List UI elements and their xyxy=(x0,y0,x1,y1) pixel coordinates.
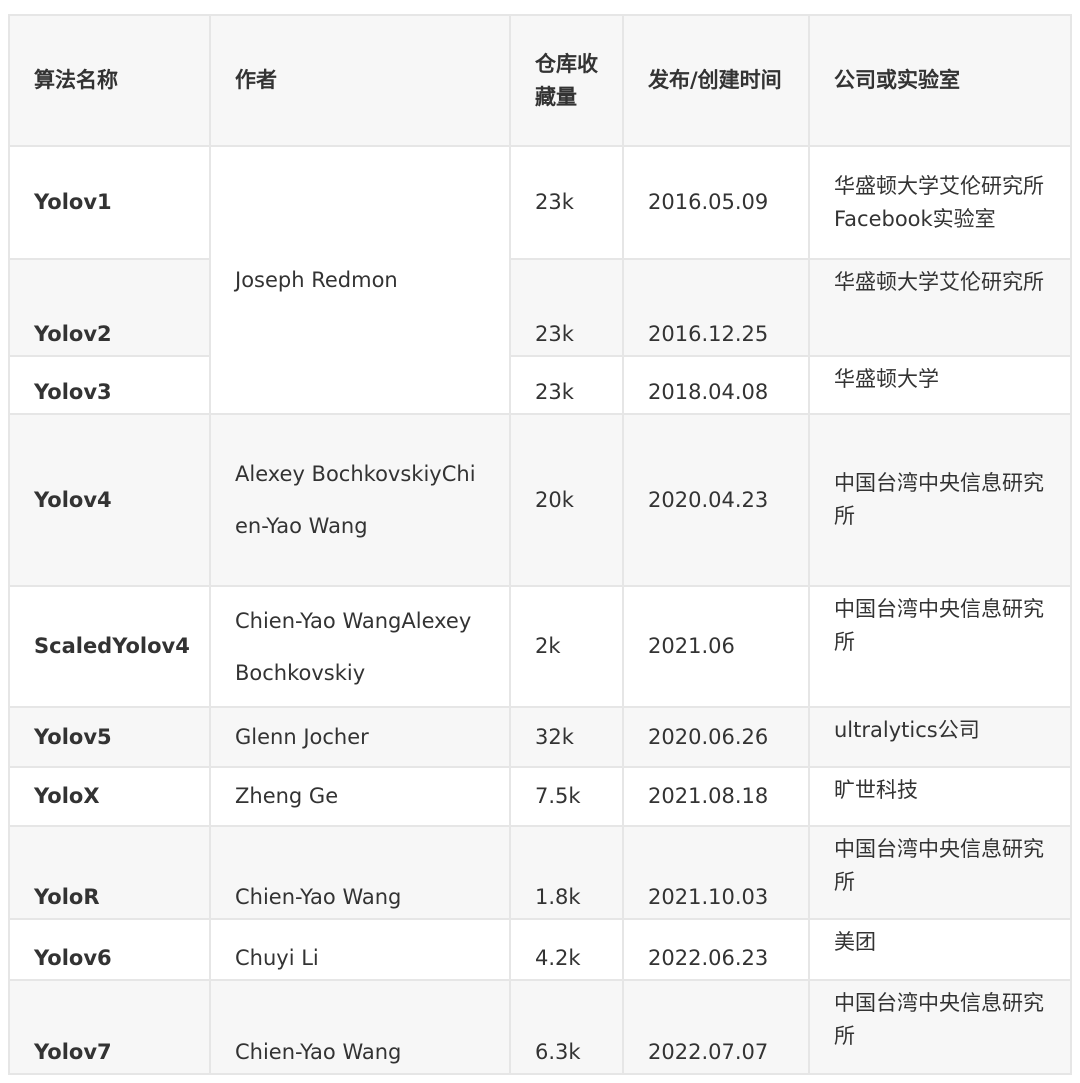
table-row: ScaledYolov4 Chien-Yao WangAlexey Bochko… xyxy=(8,585,1072,708)
cell-stars: 1.8k xyxy=(509,825,624,920)
cell-author: Chien-Yao WangAlexey Bochkovskiy xyxy=(209,585,511,708)
cell-stars: 7.5k xyxy=(509,766,624,827)
header-stars: 仓库收藏量 xyxy=(509,14,624,147)
cell-name: Yolov3 xyxy=(8,355,211,415)
header-org: 公司或实验室 xyxy=(808,14,1072,147)
cell-stars: 4.2k xyxy=(509,918,624,981)
cell-stars: 23k xyxy=(509,355,624,415)
cell-org: 中国台湾中央信息研究所 xyxy=(808,585,1072,708)
cell-date: 2021.10.03 xyxy=(622,825,810,920)
cell-org: 华盛顿大学艾伦研究所Facebook实验室 xyxy=(808,145,1072,260)
cell-org: 中国台湾中央信息研究所 xyxy=(808,825,1072,920)
cell-org: 旷世科技 xyxy=(808,766,1072,827)
cell-org: 华盛顿大学艾伦研究所 xyxy=(808,258,1072,357)
table-row: YoloR Chien-Yao Wang 1.8k 2021.10.03 中国台… xyxy=(8,825,1072,920)
cell-name: Yolov2 xyxy=(8,258,211,357)
cell-date: 2016.12.25 xyxy=(622,258,810,357)
cell-stars: 32k xyxy=(509,706,624,768)
cell-stars: 6.3k xyxy=(509,979,624,1075)
header-row: 算法名称 作者 仓库收藏量 发布/创建时间 公司或实验室 xyxy=(8,14,1072,147)
cell-date: 2021.08.18 xyxy=(622,766,810,827)
cell-org: 美团 xyxy=(808,918,1072,981)
cell-author: Chien-Yao Wang xyxy=(209,979,511,1075)
cell-stars: 2k xyxy=(509,585,624,708)
cell-name: YoloX xyxy=(8,766,211,827)
cell-name: Yolov4 xyxy=(8,413,211,587)
cell-stars: 20k xyxy=(509,413,624,587)
cell-author: Glenn Jocher xyxy=(209,706,511,768)
cell-stars: 23k xyxy=(509,145,624,260)
cell-org: ultralytics公司 xyxy=(808,706,1072,768)
cell-name: ScaledYolov4 xyxy=(8,585,211,708)
table-row: YoloX Zheng Ge 7.5k 2021.08.18 旷世科技 xyxy=(8,766,1072,827)
cell-author: Chuyi Li xyxy=(209,918,511,981)
table-row: Yolov7 Chien-Yao Wang 6.3k 2022.07.07 中国… xyxy=(8,979,1072,1075)
cell-org: 中国台湾中央信息研究所 xyxy=(808,413,1072,587)
cell-author: Zheng Ge xyxy=(209,766,511,827)
table-row: Yolov4 Alexey BochkovskiyChien-Yao Wang … xyxy=(8,413,1072,587)
cell-date: 2022.07.07 xyxy=(622,979,810,1075)
cell-author: Joseph Redmon xyxy=(209,145,511,415)
cell-date: 2022.06.23 xyxy=(622,918,810,981)
table-row: Yolov2 23k 2016.12.25 华盛顿大学艾伦研究所 xyxy=(8,258,1072,357)
cell-author: Alexey BochkovskiyChien-Yao Wang xyxy=(209,413,511,587)
cell-org: 华盛顿大学 xyxy=(808,355,1072,415)
cell-name: Yolov7 xyxy=(8,979,211,1075)
cell-date: 2018.04.08 xyxy=(622,355,810,415)
cell-stars: 23k xyxy=(509,258,624,357)
cell-name: Yolov1 xyxy=(8,145,211,260)
cell-date: 2016.05.09 xyxy=(622,145,810,260)
cell-date: 2020.06.26 xyxy=(622,706,810,768)
table-row: Yolov1 Joseph Redmon 23k 2016.05.09 华盛顿大… xyxy=(8,145,1072,415)
header-date: 发布/创建时间 xyxy=(622,14,810,147)
header-author: 作者 xyxy=(209,14,511,147)
cell-date: 2021.06 xyxy=(622,585,810,708)
table-row: Yolov3 23k 2018.04.08 华盛顿大学 xyxy=(8,355,1072,415)
cell-name: Yolov6 xyxy=(8,918,211,981)
table-row: Yolov5 Glenn Jocher 32k 2020.06.26 ultra… xyxy=(8,706,1072,768)
table-row: Yolov6 Chuyi Li 4.2k 2022.06.23 美团 xyxy=(8,918,1072,981)
cell-org: 中国台湾中央信息研究所 xyxy=(808,979,1072,1075)
header-algorithm: 算法名称 xyxy=(8,14,211,147)
cell-date: 2020.04.23 xyxy=(622,413,810,587)
cell-name: YoloR xyxy=(8,825,211,920)
cell-name: Yolov5 xyxy=(8,706,211,768)
yolo-comparison-table: 算法名称 作者 仓库收藏量 发布/创建时间 公司或实验室 Yolov1 Jose… xyxy=(8,14,1072,1075)
cell-author: Chien-Yao Wang xyxy=(209,825,511,920)
